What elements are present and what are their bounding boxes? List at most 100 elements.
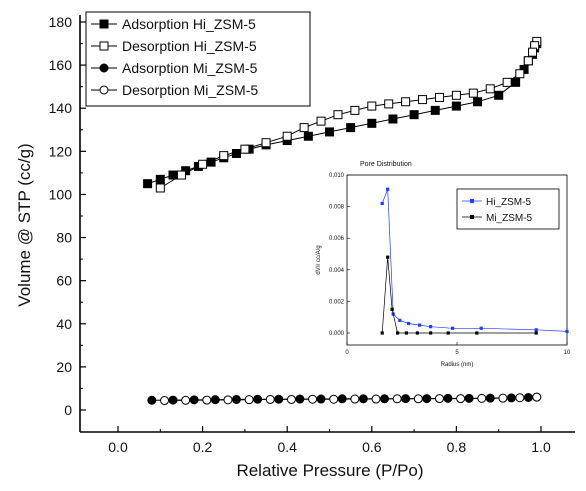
data-point-series-2 <box>502 77 512 87</box>
inset-y-tick-label: 0.008 <box>329 205 345 211</box>
data-point-series-4 <box>223 395 233 405</box>
x-tick-label: 0.6 <box>362 439 382 455</box>
x-tick-label: 0.4 <box>277 439 297 455</box>
inset-data-point-series-2 <box>429 331 433 335</box>
inset-data-point-series-2 <box>396 331 400 335</box>
data-point-series-4 <box>515 393 525 403</box>
inset-data-point-series-1 <box>418 323 422 327</box>
y-tick-label: 160 <box>49 57 73 73</box>
inset-legend-box <box>456 188 560 230</box>
inset-x-tick-label: 10 <box>564 350 571 356</box>
inset-data-point-series-1 <box>534 328 538 332</box>
legend-marker <box>99 63 109 73</box>
data-point-series-4 <box>181 395 191 405</box>
legend-marker <box>99 19 109 29</box>
inset-data-point-series-2 <box>404 331 408 335</box>
data-point-series-2 <box>515 69 525 79</box>
inset-title: Pore Distribution <box>360 161 412 168</box>
data-point-series-1 <box>303 131 313 141</box>
data-point-series-2 <box>523 56 533 66</box>
legend-label: Adsorption Hi_ZSM-5 <box>122 16 256 32</box>
inset-data-point-series-2 <box>390 307 394 311</box>
inset-data-point-series-1 <box>565 329 569 334</box>
y-tick-label: 80 <box>56 230 72 246</box>
y-tick-label: 140 <box>49 100 73 116</box>
legend-label: Desorption Hi_ZSM-5 <box>122 38 257 54</box>
legend-marker <box>99 85 109 95</box>
x-axis-title: Relative Pressure (P/Po) <box>236 461 423 480</box>
data-point-series-4 <box>160 396 170 406</box>
data-point-series-1 <box>325 127 334 137</box>
data-point-series-2 <box>468 88 478 98</box>
data-point-series-4 <box>413 394 423 404</box>
inset-data-point-series-1 <box>479 326 483 330</box>
data-point-series-1 <box>409 110 419 120</box>
legend: Adsorption Hi_ZSM-5 Desorption Hi_ZSM-5 Ad… <box>85 11 311 107</box>
data-point-series-1 <box>388 114 398 124</box>
data-point-series-2 <box>485 84 495 94</box>
data-point-series-2 <box>384 99 394 109</box>
data-point-series-2 <box>316 116 326 126</box>
data-point-series-4 <box>456 394 466 404</box>
data-point-series-2 <box>240 144 250 154</box>
inset-data-point-series-1 <box>380 201 384 206</box>
x-tick-label: 0.2 <box>193 439 213 455</box>
y-tick-label: 100 <box>49 186 73 202</box>
data-point-series-1 <box>168 170 178 180</box>
inset-data-point-series-2 <box>415 331 419 335</box>
data-point-series-2 <box>367 101 377 111</box>
data-point-series-2 <box>333 110 343 120</box>
inset-series-line-2 <box>381 257 537 334</box>
y-tick-label: 0 <box>64 402 72 418</box>
inset-legend-label: Mi_ZSM-5 <box>486 213 533 224</box>
data-point-series-4 <box>244 395 254 405</box>
data-point-series-4 <box>434 394 444 404</box>
data-point-series-1 <box>155 174 165 184</box>
data-point-series-2 <box>261 138 271 148</box>
inset-x-tick-label: 5 <box>455 350 459 356</box>
inset-data-point-series-2 <box>475 331 479 335</box>
data-point-series-1 <box>143 179 153 189</box>
y-tick-label: 20 <box>56 359 72 375</box>
inset-legend-label: Hi_ZSM-5 <box>486 197 531 208</box>
data-point-series-2 <box>299 123 309 133</box>
inset-data-point-series-1 <box>429 325 433 329</box>
inset-y-tick-label: 0.006 <box>329 236 345 242</box>
data-point-series-1 <box>451 101 461 111</box>
inset-data-point-series-2 <box>534 331 538 335</box>
legend-label: Adsorption Mi_ZSM-5 <box>122 60 258 76</box>
inset-data-point-series-1 <box>398 318 402 322</box>
data-point-series-4 <box>498 393 508 403</box>
data-point-series-4 <box>371 394 381 404</box>
data-point-series-4 <box>392 394 402 404</box>
data-point-series-4 <box>308 394 318 404</box>
inset-y-tick-label: 0.002 <box>329 299 345 305</box>
inset-data-point-series-1 <box>451 326 455 330</box>
data-point-series-2 <box>176 170 186 180</box>
x-tick-label: 0.0 <box>108 439 128 455</box>
data-point-series-3 <box>147 395 157 405</box>
data-point-series-2 <box>528 47 538 57</box>
data-point-series-2 <box>198 159 208 169</box>
data-point-series-2 <box>219 151 229 161</box>
inset-legend-marker <box>470 199 474 203</box>
inset-data-point-series-2 <box>446 331 450 335</box>
data-point-series-1 <box>430 105 440 115</box>
y-tick-label: 180 <box>49 14 73 30</box>
inset-data-point-series-2 <box>386 255 390 259</box>
inset-y-tick-label: 0.000 <box>329 331 345 337</box>
data-point-series-2 <box>418 95 428 105</box>
data-point-series-1 <box>511 77 521 87</box>
inset-data-point-series-1 <box>407 321 411 326</box>
inset-data-point-series-2 <box>380 331 384 335</box>
x-tick-label: 1.0 <box>531 439 551 455</box>
data-point-series-1 <box>346 123 356 133</box>
inset-y-tick-label: 0.004 <box>329 268 345 274</box>
x-tick-label: 0.8 <box>447 439 467 455</box>
data-point-series-1 <box>494 90 504 100</box>
data-point-series-2 <box>401 97 411 107</box>
data-point-series-4 <box>202 395 212 405</box>
